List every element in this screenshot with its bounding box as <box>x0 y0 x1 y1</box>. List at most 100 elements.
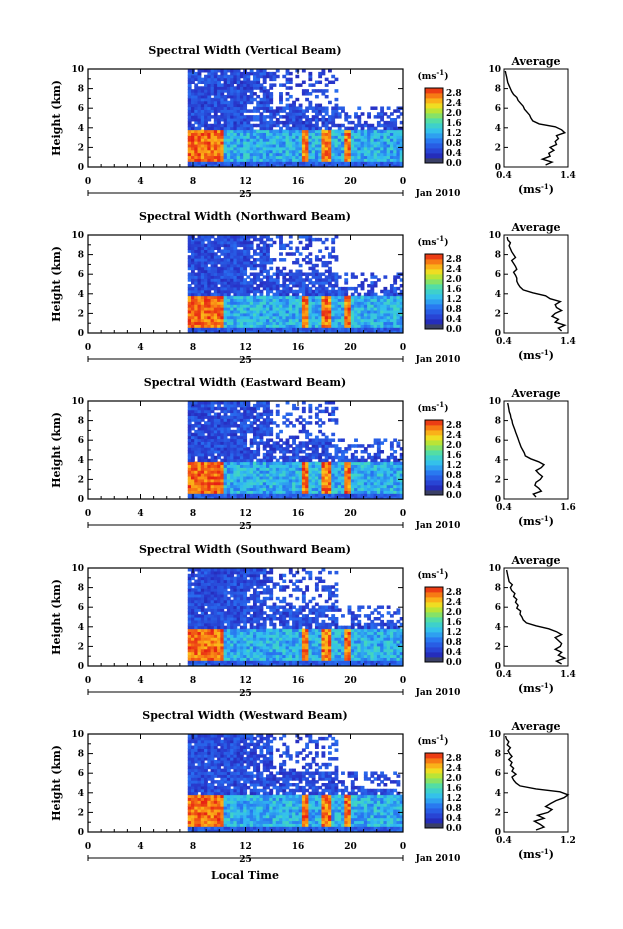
colorbar-tick-label: 0.0 <box>446 491 462 501</box>
colorbar-segment <box>425 98 443 104</box>
colorbar-tick-label: 1.2 <box>446 794 462 804</box>
colorbar-tick-label: 2.4 <box>446 764 462 774</box>
average-x-axis-label: (ms-1) <box>518 847 554 861</box>
average-x-tick-label: 0.4 <box>496 503 512 513</box>
x-tick-label: 20 <box>344 509 357 519</box>
average-y-tick-label: 6 <box>495 436 501 446</box>
colorbar-segment <box>425 753 443 759</box>
colorbar-segment <box>425 314 443 320</box>
heatmap-cells <box>187 568 403 666</box>
average-x-tick-label: 1.4 <box>560 337 576 347</box>
x-tick-label: 16 <box>292 676 305 686</box>
panel-title: Spectral Width (Vertical Beam) <box>148 44 341 57</box>
colorbar-unit: (ms-1) <box>418 68 449 82</box>
colorbar-segment <box>425 324 443 330</box>
average-x-tick-label: 0.4 <box>496 337 512 347</box>
average-frame <box>503 733 569 833</box>
y-tick-label: 10 <box>71 65 84 75</box>
heatmap-cells <box>187 235 403 333</box>
panel-1: Spectral Width (Vertical Beam) 0 2 4 6 8 10 Hei… <box>50 44 576 200</box>
colorbar-tick-label: 0.8 <box>446 804 462 814</box>
average-y-tick-label: 2 <box>495 642 501 652</box>
colorbar-segment <box>425 440 443 446</box>
average-profile-line <box>506 236 567 332</box>
colorbar-segment <box>425 652 443 658</box>
average-y-tick-label: 6 <box>495 769 501 779</box>
colorbar-tick-label: 0.8 <box>446 139 462 149</box>
average-y-tick-label: 4 <box>495 456 501 466</box>
colorbar-segment <box>425 803 443 809</box>
colorbar-segment <box>425 657 443 663</box>
average-y-tick-label: 10 <box>488 231 501 241</box>
date-month-label: Jan 2010 <box>415 355 461 365</box>
colorbar-segment <box>425 778 443 784</box>
colorbar-segment <box>425 602 443 608</box>
y-tick-label: 6 <box>78 104 84 114</box>
colorbar-segment <box>425 823 443 829</box>
x-tick-label: 16 <box>292 343 305 353</box>
x-tick-label: 0 <box>400 177 406 187</box>
colorbar-tick-label: 2.0 <box>446 608 462 618</box>
y-tick-label: 4 <box>78 290 84 300</box>
average-title: Average <box>510 221 560 234</box>
colorbar-segment <box>425 113 443 119</box>
x-tick-label: 8 <box>190 842 196 852</box>
x-tick-label: 0 <box>400 509 406 519</box>
x-tick-label: 12 <box>239 842 252 852</box>
average-y-tick-label: 4 <box>495 623 501 633</box>
colorbar-segment <box>425 264 443 270</box>
colorbar-segment <box>425 118 443 124</box>
date-day-label: 25 <box>239 855 252 865</box>
y-axis-label: Height (km) <box>50 745 63 821</box>
average-y-tick-label: 0 <box>495 662 501 672</box>
colorbar-segment <box>425 587 443 593</box>
panel-title: Spectral Width (Westward Beam) <box>142 709 347 722</box>
colorbar-tick-label: 2.4 <box>446 598 462 608</box>
average-y-tick-label: 2 <box>495 309 501 319</box>
colorbar-tick-label: 2.8 <box>446 588 462 598</box>
colorbar-segment <box>425 607 443 613</box>
x-tick-label: 0 <box>400 842 406 852</box>
average-y-tick-label: 6 <box>495 104 501 114</box>
y-axis-label: Height (km) <box>50 412 63 488</box>
colorbar-segment <box>425 294 443 300</box>
average-y-tick-label: 2 <box>495 143 501 153</box>
date-month-label: Jan 2010 <box>415 688 461 698</box>
y-tick-label: 6 <box>78 270 84 280</box>
y-tick-label: 0 <box>78 163 84 173</box>
colorbar-tick-label: 1.6 <box>446 784 462 794</box>
average-x-tick-label: 1.6 <box>560 503 576 513</box>
x-tick-label: 8 <box>190 676 196 686</box>
average-y-tick-label: 10 <box>488 397 501 407</box>
colorbar-segment <box>425 788 443 794</box>
colorbar-segment <box>425 460 443 466</box>
colorbar-tick-label: 0.0 <box>446 325 462 335</box>
colorbar-segment <box>425 299 443 305</box>
average-y-tick-label: 0 <box>495 495 501 505</box>
colorbar-segment <box>425 455 443 461</box>
x-tick-label: 8 <box>190 509 196 519</box>
y-tick-label: 6 <box>78 436 84 446</box>
colorbar-segment <box>425 465 443 471</box>
colorbar-segment <box>425 93 443 99</box>
colorbar-frame <box>424 752 444 829</box>
colorbar-frame <box>424 253 444 330</box>
y-tick-label: 2 <box>78 642 84 652</box>
average-y-tick-label: 0 <box>495 163 501 173</box>
colorbar-tick-label: 1.6 <box>446 119 462 129</box>
y-tick-label: 0 <box>78 662 84 672</box>
colorbar-segment <box>425 470 443 476</box>
colorbar-tick-label: 2.4 <box>446 431 462 441</box>
colorbar-segment <box>425 485 443 491</box>
colorbar-segment <box>425 123 443 129</box>
colorbar-segment <box>425 88 443 94</box>
date-day-label: 25 <box>239 356 252 366</box>
average-profile-line <box>507 402 546 498</box>
panel-title: Spectral Width (Southward Beam) <box>139 543 351 556</box>
colorbar-tick-label: 0.4 <box>446 648 462 658</box>
x-tick-label: 12 <box>239 676 252 686</box>
x-tick-label: 12 <box>239 177 252 187</box>
average-y-tick-label: 8 <box>495 417 501 427</box>
colorbar-segment <box>425 632 443 638</box>
x-tick-label: 0 <box>85 509 91 519</box>
